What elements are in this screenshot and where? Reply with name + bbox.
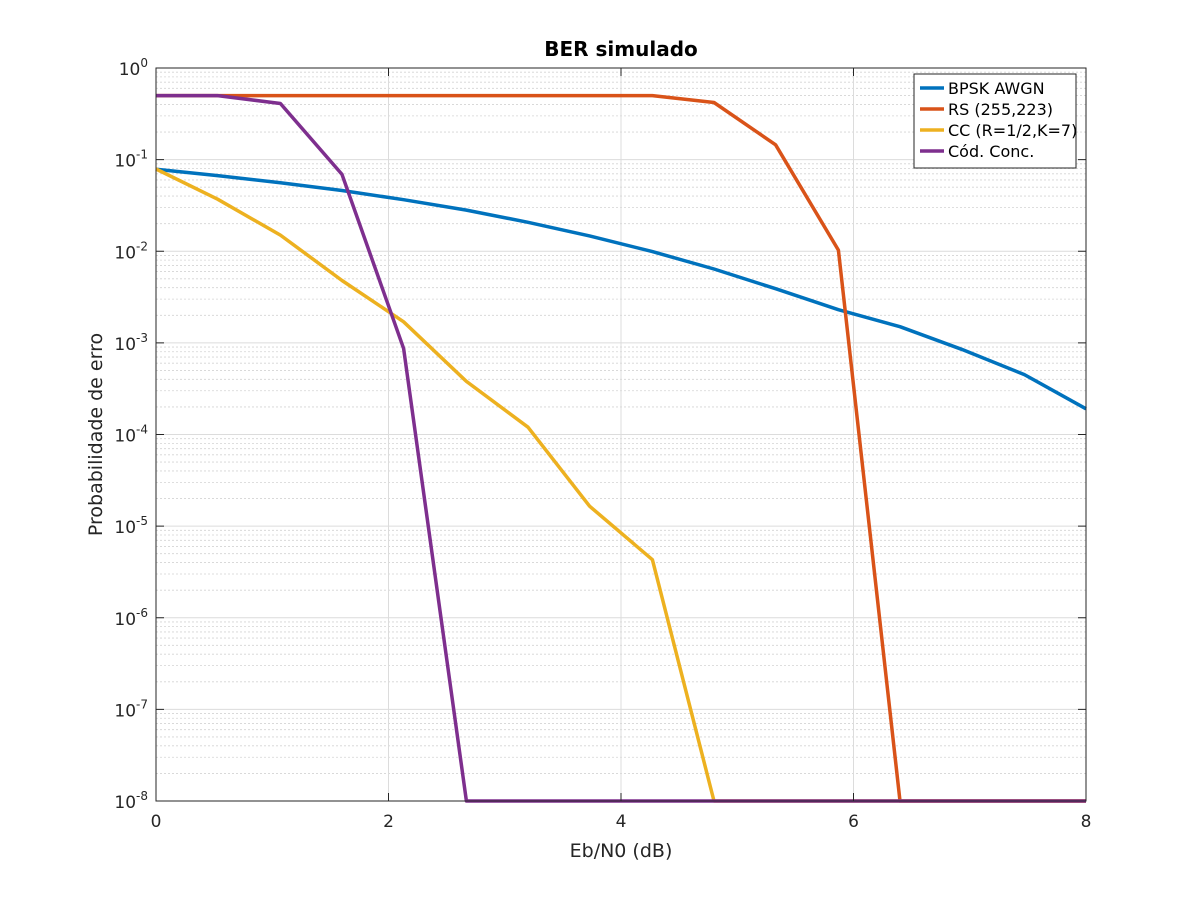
legend: BPSK AWGN RS (255,223) CC (R=1/2,K=7) Cód. … [913, 73, 1077, 169]
legend-label: CC (R=1/2,K=7) [948, 121, 1077, 140]
y-axis-label: Probabilidade de erro [85, 333, 107, 536]
ticks: 0 2 4 6 8 100 10-1 10-2 10-3 10-4 10-5 10-6 10-7 10-8 [114, 56, 1091, 832]
y-tick-label: 10-6 [114, 606, 148, 630]
x-tick-label: 8 [1081, 812, 1092, 832]
x-tick-label: 0 [151, 812, 162, 832]
y-tick-label: 10-4 [114, 423, 148, 447]
y-tick-label: 100 [119, 56, 148, 80]
x-tick-label: 6 [848, 812, 859, 832]
x-axis-label: Eb/N0 (dB) [570, 840, 673, 862]
y-tick-label: 10-1 [114, 148, 148, 172]
x-tick-label: 2 [383, 812, 394, 832]
x-tick-label: 4 [616, 812, 627, 832]
y-tick-label: 10-7 [114, 697, 148, 721]
series-line-0 [155, 167, 1087, 411]
legend-label: BPSK AWGN [948, 79, 1045, 98]
chart-title: BER simulado [544, 37, 698, 61]
y-tick-label: 10-5 [114, 514, 148, 538]
legend-label: Cód. Conc. [948, 142, 1034, 161]
y-tick-label: 10-2 [114, 239, 148, 263]
legend-label: RS (255,223) [948, 100, 1053, 119]
y-tick-label: 10-3 [114, 331, 148, 355]
y-tick-label: 10-8 [114, 789, 148, 813]
